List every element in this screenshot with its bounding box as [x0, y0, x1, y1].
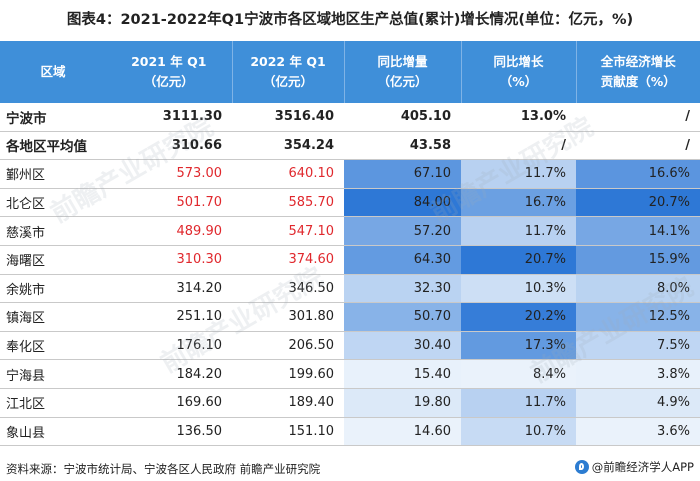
region-name: 余姚市: [0, 274, 106, 304]
value-growth: 11.7%: [461, 159, 576, 189]
region-name: 鄞州区: [0, 159, 106, 189]
table-row: 余姚市 314.20 346.50 32.30 10.3% 8.0%: [0, 274, 700, 304]
value-2021-q1: 136.50: [106, 417, 232, 447]
value-2021-q1: 169.60: [106, 388, 232, 418]
value-growth: 11.7%: [461, 216, 576, 246]
header-contribution: 全市经济增长 贡献度（%）: [575, 41, 700, 103]
region-name: 奉化区: [0, 331, 106, 361]
value-increment: 405.10: [344, 103, 461, 132]
value-increment: 43.58: [344, 131, 461, 161]
data-table: 区域 2021 年 Q1 （亿元） 2022 年 Q1 （亿元） 同比增量 （亿元） …: [0, 41, 700, 447]
table-row: 奉化区 176.10 206.50 30.40 17.3% 7.5%: [0, 331, 700, 361]
table-row: 宁海县 184.20 199.60 15.40 8.4% 3.8%: [0, 359, 700, 389]
region-name: 慈溪市: [0, 216, 106, 246]
value-2021-q1: 251.10: [106, 302, 232, 332]
header-growth: 同比增长 （%）: [460, 41, 576, 103]
value-growth: 20.7%: [461, 245, 576, 275]
value-2022-q1: 3516.40: [232, 103, 344, 132]
table-row: 海曙区 310.30 374.60 64.30 20.7% 15.9%: [0, 245, 700, 275]
region-name: 宁海县: [0, 359, 106, 389]
value-2021-q1: 310.30: [106, 245, 232, 275]
value-contribution: /: [576, 131, 700, 161]
value-2022-q1: 151.10: [232, 417, 344, 447]
value-increment: 32.30: [344, 274, 461, 304]
table-row: 镇海区 251.10 301.80 50.70 20.2% 12.5%: [0, 302, 700, 332]
value-increment: 64.30: [344, 245, 461, 275]
value-growth: 11.7%: [461, 388, 576, 418]
region-name: 镇海区: [0, 302, 106, 332]
value-contribution: 12.5%: [576, 302, 700, 332]
region-name: 象山县: [0, 417, 106, 447]
value-contribution: 16.6%: [576, 159, 700, 189]
table-row: 象山县 136.50 151.10 14.60 10.7% 3.6%: [0, 417, 700, 447]
table-row: 鄞州区 573.00 640.10 67.10 11.7% 16.6%: [0, 159, 700, 189]
brand-label: @前瞻经济学人APP: [591, 460, 694, 474]
value-2021-q1: 184.20: [106, 359, 232, 389]
header-row: 区域 2021 年 Q1 （亿元） 2022 年 Q1 （亿元） 同比增量 （亿元） …: [0, 41, 700, 103]
value-2022-q1: 374.60: [232, 245, 344, 275]
value-contribution: 4.9%: [576, 388, 700, 418]
value-increment: 50.70: [344, 302, 461, 332]
table-row: 慈溪市 489.90 547.10 57.20 11.7% 14.1%: [0, 216, 700, 246]
value-2022-q1: 640.10: [232, 159, 344, 189]
value-contribution: 8.0%: [576, 274, 700, 304]
source-note: 资料来源：宁波市统计局、宁波各区人民政府 前瞻产业研究院: [6, 462, 321, 476]
value-contribution: 14.1%: [576, 216, 700, 246]
brand: @前瞻经济学人APP: [574, 459, 694, 475]
value-growth: 10.3%: [461, 274, 576, 304]
header-2022-q1: 2022 年 Q1 （亿元）: [231, 41, 344, 103]
summary-row: 各地区平均值 310.66 354.24 43.58//: [0, 131, 700, 161]
value-2022-q1: 354.24: [232, 131, 344, 161]
summary-row: 宁波市 3111.30 3516.40 405.10 13.0% /: [0, 103, 700, 132]
value-2022-q1: 199.60: [232, 359, 344, 389]
value-2021-q1: 489.90: [106, 216, 232, 246]
value-2021-q1: 501.70: [106, 188, 232, 218]
value-2022-q1: 301.80: [232, 302, 344, 332]
region-name: 各地区平均值: [0, 131, 106, 161]
value-growth: 16.7%: [461, 188, 576, 218]
value-growth: 8.4%: [461, 359, 576, 389]
value-contribution: 20.7%: [576, 188, 700, 218]
region-name: 海曙区: [0, 245, 106, 275]
value-2022-q1: 585.70: [232, 188, 344, 218]
value-2021-q1: 176.10: [106, 331, 232, 361]
table-row: 江北区 169.60 189.40 19.80 11.7% 4.9%: [0, 388, 700, 418]
value-increment: 57.20: [344, 216, 461, 246]
value-2022-q1: 189.40: [232, 388, 344, 418]
value-increment: 30.40: [344, 331, 461, 361]
value-contribution: 3.8%: [576, 359, 700, 389]
value-contribution: 3.6%: [576, 417, 700, 447]
header-2021-q1: 2021 年 Q1 （亿元）: [106, 41, 232, 103]
value-contribution: /: [576, 103, 700, 132]
value-growth: 10.7%: [461, 417, 576, 447]
region-name: 宁波市: [0, 103, 106, 132]
value-increment: 14.60: [344, 417, 461, 447]
value-growth: 17.3%: [461, 331, 576, 361]
value-contribution: 7.5%: [576, 331, 700, 361]
value-2021-q1: 314.20: [106, 274, 232, 304]
region-name: 江北区: [0, 388, 106, 418]
value-2021-q1: 310.66: [106, 131, 232, 161]
header-increment: 同比增量 （亿元）: [343, 41, 461, 103]
qianzhan-logo-icon: [574, 460, 589, 474]
value-increment: 67.10: [344, 159, 461, 189]
value-growth: 13.0%: [461, 103, 576, 132]
header-region: 区域: [0, 41, 106, 103]
value-growth: /: [461, 131, 576, 161]
value-growth: 20.2%: [461, 302, 576, 332]
value-contribution: 15.9%: [576, 245, 700, 275]
value-2021-q1: 573.00: [106, 159, 232, 189]
region-name: 北仑区: [0, 188, 106, 218]
value-2022-q1: 547.10: [232, 216, 344, 246]
value-increment: 19.80: [344, 388, 461, 418]
value-2022-q1: 346.50: [232, 274, 344, 304]
value-increment: 15.40: [344, 359, 461, 389]
table-row: 北仑区 501.70 585.70 84.00 16.7% 20.7%: [0, 188, 700, 218]
footer: 资料来源：宁波市统计局、宁波各区人民政府 前瞻产业研究院 @前瞻经济学人APP: [0, 454, 700, 481]
chart-title: 图表4：2021-2022年Q1宁波市各区域地区生产总值(累计)增长情况(单位：…: [66, 12, 634, 28]
value-increment: 84.00: [344, 188, 461, 218]
value-2022-q1: 206.50: [232, 331, 344, 361]
value-2021-q1: 3111.30: [106, 103, 232, 132]
